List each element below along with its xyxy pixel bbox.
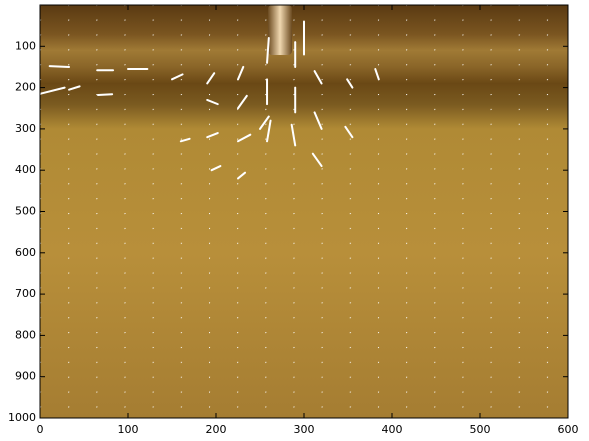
zero-vectors	[40, 5, 568, 418]
vector-arrow	[313, 111, 323, 130]
y-tick-label: 1000	[8, 411, 36, 424]
vector-arrow	[237, 65, 245, 81]
vector-arrow	[313, 70, 323, 85]
vector-arrow	[48, 65, 71, 68]
x-tick-label: 0	[37, 423, 44, 436]
vector-arrow	[346, 78, 354, 89]
vector-arrow	[206, 98, 219, 106]
vector-arrow	[237, 94, 248, 110]
x-tick-label: 500	[470, 423, 491, 436]
y-tick-label: 100	[15, 39, 36, 52]
y-tick-label: 600	[15, 246, 36, 259]
y-tick-label: 300	[15, 122, 36, 135]
y-tick-label: 500	[15, 205, 36, 218]
vector-arrow	[39, 86, 66, 95]
plot-area	[40, 5, 568, 418]
vector-arrow	[259, 115, 270, 130]
vector-arrow	[68, 85, 81, 91]
vector-arrow	[290, 123, 297, 147]
x-tick-label: 400	[382, 423, 403, 436]
y-tick-label: 200	[15, 81, 36, 94]
vector-arrow	[171, 73, 184, 81]
x-tick-label: 600	[558, 423, 579, 436]
vector-arrow	[374, 68, 380, 81]
vector-arrow	[179, 137, 191, 143]
vector-arrow	[206, 132, 219, 139]
vector-arrow	[97, 93, 114, 97]
vector-arrow	[210, 165, 222, 172]
vector-arrow	[266, 37, 270, 64]
vector-arrow	[266, 119, 272, 143]
y-tick-label: 800	[15, 328, 36, 341]
x-tick-label: 300	[294, 423, 315, 436]
x-tick-label: 200	[206, 423, 227, 436]
vector-arrow	[237, 171, 247, 180]
y-tick-label: 900	[15, 370, 36, 383]
vector-arrow	[237, 133, 252, 143]
vector-arrow	[206, 72, 216, 85]
y-tick-label: 400	[15, 163, 36, 176]
x-tick-label: 100	[118, 423, 139, 436]
y-tick-label: 700	[15, 287, 36, 300]
vector-arrow	[311, 152, 323, 168]
vector-arrow	[344, 125, 354, 139]
